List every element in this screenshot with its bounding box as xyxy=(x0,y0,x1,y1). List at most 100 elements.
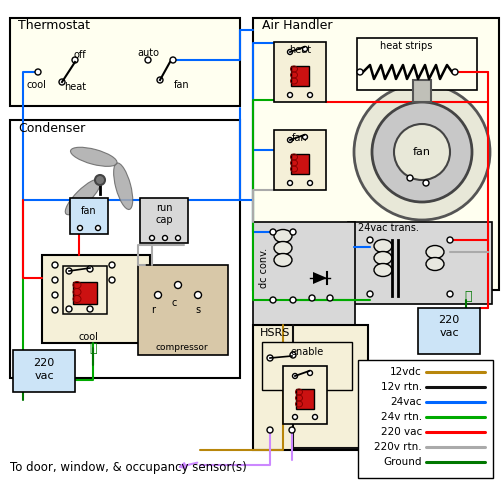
Circle shape xyxy=(162,236,167,241)
Circle shape xyxy=(406,175,412,181)
Circle shape xyxy=(59,79,65,85)
Circle shape xyxy=(289,427,295,433)
Circle shape xyxy=(312,415,317,420)
Bar xyxy=(138,265,227,355)
Bar xyxy=(10,18,239,106)
Text: fan: fan xyxy=(412,147,430,157)
Text: dc conv.: dc conv. xyxy=(259,248,269,288)
Circle shape xyxy=(154,291,161,298)
Bar xyxy=(357,360,492,478)
Bar xyxy=(70,198,108,234)
Circle shape xyxy=(72,57,78,63)
Circle shape xyxy=(149,236,154,241)
Ellipse shape xyxy=(274,242,292,254)
Circle shape xyxy=(446,291,452,297)
Circle shape xyxy=(87,266,93,272)
Ellipse shape xyxy=(373,263,391,276)
Circle shape xyxy=(157,77,163,83)
Circle shape xyxy=(87,306,93,312)
Text: 24vac trans.: 24vac trans. xyxy=(357,223,418,233)
Ellipse shape xyxy=(274,253,292,266)
Circle shape xyxy=(307,181,312,186)
Ellipse shape xyxy=(373,251,391,264)
Ellipse shape xyxy=(425,246,443,258)
Text: vac: vac xyxy=(438,328,458,338)
Text: fan: fan xyxy=(292,133,307,143)
Ellipse shape xyxy=(65,179,101,215)
Circle shape xyxy=(326,295,332,301)
Ellipse shape xyxy=(70,147,117,166)
Bar xyxy=(347,222,491,304)
Circle shape xyxy=(309,295,314,301)
Circle shape xyxy=(353,84,489,220)
Circle shape xyxy=(290,229,296,235)
Ellipse shape xyxy=(113,163,132,210)
Circle shape xyxy=(270,229,276,235)
Circle shape xyxy=(267,427,273,433)
Bar xyxy=(73,282,97,304)
Bar xyxy=(10,120,239,378)
Text: 220 vac: 220 vac xyxy=(380,427,421,437)
Circle shape xyxy=(302,135,307,140)
Circle shape xyxy=(270,297,276,303)
Text: fan: fan xyxy=(174,80,189,90)
Circle shape xyxy=(366,291,372,297)
Text: ⏚: ⏚ xyxy=(463,290,471,303)
Circle shape xyxy=(366,237,372,243)
Bar xyxy=(356,38,476,90)
Bar xyxy=(253,222,354,330)
Circle shape xyxy=(287,49,292,54)
Text: To door, window, & occupancy sensor(s): To door, window, & occupancy sensor(s) xyxy=(10,462,246,475)
Polygon shape xyxy=(313,272,326,284)
Bar xyxy=(253,325,367,450)
Ellipse shape xyxy=(425,257,443,270)
Bar xyxy=(140,198,188,243)
Text: 12vdc: 12vdc xyxy=(389,367,421,377)
Circle shape xyxy=(174,281,181,288)
Bar xyxy=(412,80,430,102)
Bar xyxy=(291,154,309,174)
Text: 220: 220 xyxy=(33,358,55,368)
Circle shape xyxy=(52,307,58,313)
Text: HSRS: HSRS xyxy=(260,328,290,338)
Circle shape xyxy=(35,69,41,75)
Circle shape xyxy=(287,92,292,97)
Circle shape xyxy=(52,292,58,298)
Text: compressor: compressor xyxy=(155,343,208,352)
Circle shape xyxy=(66,268,72,274)
Circle shape xyxy=(290,352,296,358)
Circle shape xyxy=(175,236,180,241)
Circle shape xyxy=(287,138,292,143)
Circle shape xyxy=(307,370,312,376)
Circle shape xyxy=(451,69,457,75)
Circle shape xyxy=(292,373,297,379)
Text: Condenser: Condenser xyxy=(18,121,85,135)
Bar xyxy=(283,366,326,424)
Bar xyxy=(63,266,107,314)
Bar xyxy=(417,308,479,354)
Text: cool: cool xyxy=(78,332,98,342)
Text: cap: cap xyxy=(155,215,172,225)
Text: 24v rtn.: 24v rtn. xyxy=(380,412,421,422)
Text: run: run xyxy=(155,203,172,213)
Text: Ground: Ground xyxy=(383,457,421,467)
Circle shape xyxy=(290,297,296,303)
Text: c: c xyxy=(171,298,176,308)
Ellipse shape xyxy=(274,230,292,243)
Circle shape xyxy=(302,46,307,51)
Text: off: off xyxy=(74,50,86,60)
Circle shape xyxy=(371,102,471,202)
Bar xyxy=(13,350,75,392)
Circle shape xyxy=(66,306,72,312)
Circle shape xyxy=(170,57,176,63)
Circle shape xyxy=(95,226,100,231)
Text: enable: enable xyxy=(290,347,323,357)
Text: 24vac: 24vac xyxy=(390,397,421,407)
Text: ⏚: ⏚ xyxy=(89,341,97,354)
Text: heat: heat xyxy=(289,45,311,55)
Circle shape xyxy=(77,226,82,231)
Circle shape xyxy=(446,237,452,243)
Text: r: r xyxy=(151,305,155,315)
Circle shape xyxy=(393,124,449,180)
Bar xyxy=(274,42,325,102)
